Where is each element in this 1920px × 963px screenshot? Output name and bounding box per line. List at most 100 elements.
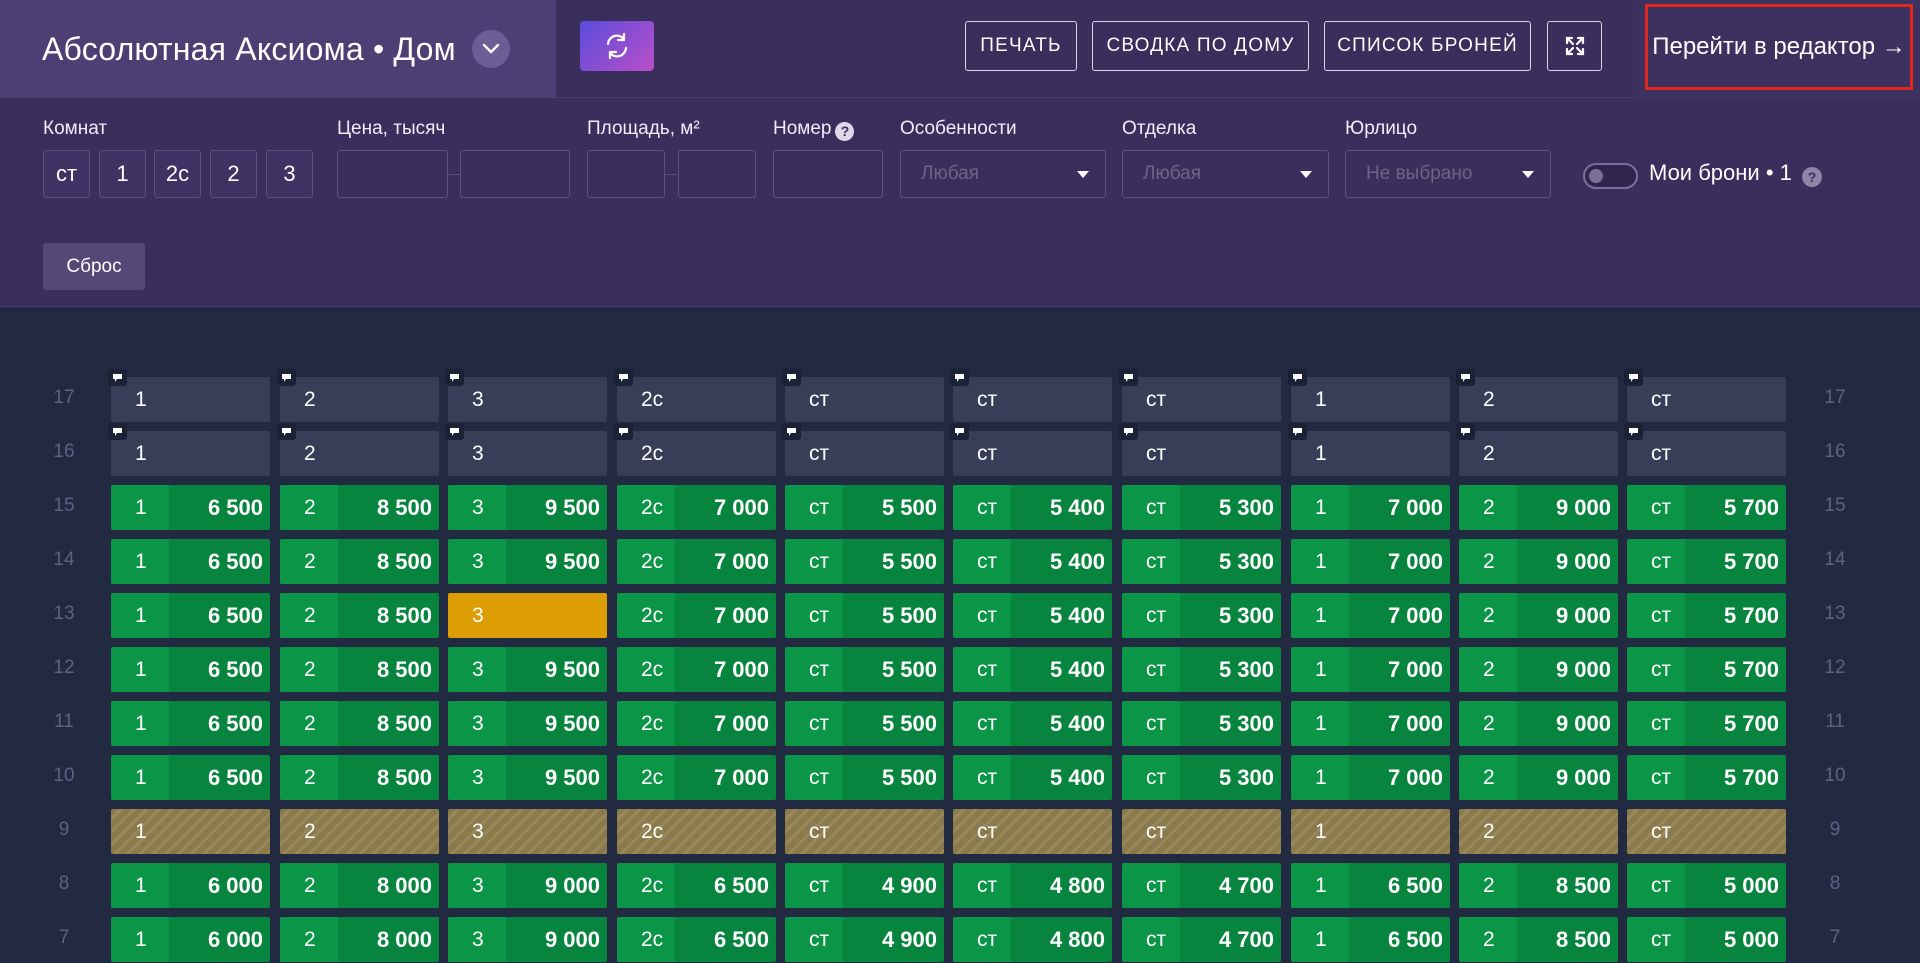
apartment-cell[interactable]: ст 5 500 — [785, 647, 944, 692]
comment-icon[interactable] — [1456, 369, 1475, 386]
rooms-chip-2s[interactable]: 2с — [154, 150, 201, 198]
apartment-cell[interactable]: 3 9 000 — [448, 917, 607, 962]
apartment-cell[interactable]: ст 5 700 — [1627, 539, 1786, 584]
apartment-cell[interactable]: ст 5 700 — [1627, 701, 1786, 746]
apartment-cell[interactable]: 2с 7 000 — [617, 485, 776, 530]
apartment-cell[interactable]: ст 5 500 — [785, 593, 944, 638]
rooms-chip-3[interactable]: 3 — [266, 150, 313, 198]
apartment-cell[interactable]: ст 5 000 — [1627, 917, 1786, 962]
apartment-cell[interactable]: ст — [1627, 809, 1786, 854]
apartment-cell[interactable]: 2 9 000 — [1459, 755, 1618, 800]
apartment-cell[interactable]: ст — [1624, 369, 1786, 422]
apartment-cell[interactable]: ст 5 500 — [785, 539, 944, 584]
refresh-button[interactable] — [580, 21, 654, 71]
apartment-cell[interactable]: ст 5 500 — [785, 485, 944, 530]
apartment-cell[interactable]: 2 8 500 — [280, 485, 439, 530]
help-icon[interactable]: ? — [835, 121, 855, 141]
apartment-cell[interactable]: 2 8 500 — [280, 755, 439, 800]
apartment-cell[interactable]: 1 — [108, 423, 270, 476]
comment-icon[interactable] — [277, 423, 296, 440]
area-to-input[interactable] — [678, 150, 756, 198]
comment-icon[interactable] — [614, 369, 633, 386]
apartment-cell[interactable]: ст 5 500 — [785, 755, 944, 800]
apartment-cell[interactable]: 2 8 500 — [280, 593, 439, 638]
apartment-cell[interactable]: ст — [785, 809, 944, 854]
bookings-list-button[interactable]: СПИСОК БРОНЕЙ — [1324, 21, 1531, 71]
apartment-cell[interactable]: 2 8 500 — [280, 701, 439, 746]
apartment-cell[interactable]: 1 — [108, 369, 270, 422]
comment-icon[interactable] — [445, 369, 464, 386]
apartment-cell[interactable]: 3 9 000 — [448, 863, 607, 908]
apartment-cell[interactable]: ст — [1122, 809, 1281, 854]
legal-entity-select[interactable]: Не выбрано — [1345, 150, 1551, 198]
apartment-cell[interactable]: ст 4 900 — [785, 917, 944, 962]
my-bookings-toggle[interactable] — [1583, 163, 1638, 189]
apartment-cell[interactable]: 2с 7 000 — [617, 701, 776, 746]
apartment-cell[interactable]: 2 8 000 — [280, 917, 439, 962]
apartment-cell[interactable]: ст 4 800 — [953, 863, 1112, 908]
apartment-cell[interactable]: ст 5 300 — [1122, 755, 1281, 800]
comment-icon[interactable] — [782, 369, 801, 386]
apartment-cell[interactable]: 2 — [1459, 809, 1618, 854]
apartment-cell[interactable]: ст — [782, 369, 944, 422]
rooms-chip-1[interactable]: 1 — [99, 150, 146, 198]
apartment-cell[interactable]: ст 5 400 — [953, 647, 1112, 692]
features-select[interactable]: Любая — [900, 150, 1106, 198]
apartment-cell[interactable]: 2с 7 000 — [617, 593, 776, 638]
apartment-cell[interactable]: 1 7 000 — [1291, 701, 1450, 746]
apartment-cell[interactable]: 3 9 500 — [448, 485, 607, 530]
apartment-cell[interactable]: 1 6 500 — [1291, 863, 1450, 908]
reset-button[interactable]: Сброс — [43, 243, 145, 290]
comment-icon[interactable] — [782, 423, 801, 440]
apartment-cell[interactable]: 2 — [1456, 423, 1618, 476]
area-from-input[interactable] — [587, 150, 665, 198]
apartment-cell[interactable]: 2 9 000 — [1459, 539, 1618, 584]
comment-icon[interactable] — [1624, 423, 1643, 440]
apartment-cell[interactable]: ст 4 700 — [1122, 863, 1281, 908]
apartment-cell[interactable]: 2 — [1456, 369, 1618, 422]
rooms-chip-studio[interactable]: ст — [43, 150, 90, 198]
comment-icon[interactable] — [1119, 369, 1138, 386]
apartment-cell[interactable]: 1 7 000 — [1291, 647, 1450, 692]
comment-icon[interactable] — [1288, 423, 1307, 440]
chevron-down-icon[interactable] — [471, 30, 510, 68]
apartment-cell[interactable]: ст — [1119, 369, 1281, 422]
apartment-cell[interactable]: ст 5 700 — [1627, 755, 1786, 800]
apartment-cell[interactable]: 2с 7 000 — [617, 539, 776, 584]
apartment-cell[interactable]: 2с 6 500 — [617, 917, 776, 962]
apartment-cell[interactable]: 3 9 500 — [448, 647, 607, 692]
apartment-cell[interactable]: 2с 7 000 — [617, 755, 776, 800]
apartment-cell[interactable]: 2с — [614, 423, 776, 476]
apartment-cell[interactable]: 3 — [448, 593, 607, 638]
apartment-cell[interactable]: 2с — [614, 369, 776, 422]
comment-icon[interactable] — [445, 423, 464, 440]
comment-icon[interactable] — [1288, 369, 1307, 386]
apartment-cell[interactable]: ст — [950, 423, 1112, 476]
apartment-cell[interactable]: 1 6 000 — [111, 863, 270, 908]
apartment-cell[interactable]: ст 5 400 — [953, 539, 1112, 584]
comment-icon[interactable] — [1119, 423, 1138, 440]
apartment-cell[interactable]: ст — [1119, 423, 1281, 476]
apartment-cell[interactable]: ст 5 400 — [953, 755, 1112, 800]
apartment-cell[interactable]: 2 — [280, 809, 439, 854]
go-to-editor-link[interactable]: Перейти в редактор → — [1645, 4, 1913, 90]
apartment-cell[interactable]: ст 5 000 — [1627, 863, 1786, 908]
apartment-cell[interactable]: ст — [953, 809, 1112, 854]
apartment-cell[interactable]: ст 4 900 — [785, 863, 944, 908]
apartment-cell[interactable]: ст 5 300 — [1122, 647, 1281, 692]
apartment-cell[interactable]: 3 9 500 — [448, 755, 607, 800]
apartment-cell[interactable]: ст 5 700 — [1627, 485, 1786, 530]
fullscreen-button[interactable] — [1547, 21, 1602, 71]
comment-icon[interactable] — [1456, 423, 1475, 440]
apartment-cell[interactable]: 1 — [1291, 809, 1450, 854]
apartment-cell[interactable]: ст — [950, 369, 1112, 422]
comment-icon[interactable] — [1624, 369, 1643, 386]
comment-icon[interactable] — [950, 423, 969, 440]
apartment-cell[interactable]: ст 5 300 — [1122, 485, 1281, 530]
apartment-cell[interactable]: ст 5 400 — [953, 701, 1112, 746]
comment-icon[interactable] — [277, 369, 296, 386]
apartment-cell[interactable]: 1 6 500 — [111, 485, 270, 530]
apartment-cell[interactable]: 2 9 000 — [1459, 593, 1618, 638]
comment-icon[interactable] — [614, 423, 633, 440]
apartment-cell[interactable]: 2 8 500 — [280, 647, 439, 692]
